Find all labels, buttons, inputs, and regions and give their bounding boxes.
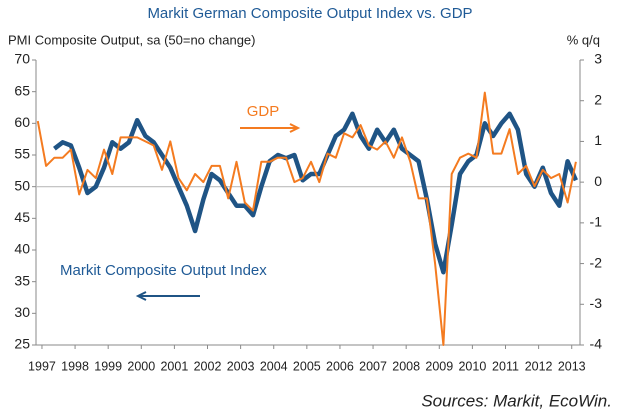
- x-tick-label: 2010: [458, 359, 486, 373]
- x-tick-label: 2011: [492, 359, 519, 373]
- y-tick-label: 30: [14, 304, 30, 320]
- y-tick-label: 45: [14, 209, 30, 225]
- x-tick-label: 2000: [127, 359, 155, 373]
- x-tick-label: 2009: [425, 359, 453, 373]
- y-tick-label: 40: [14, 241, 30, 257]
- annotation-arrow: [240, 123, 301, 133]
- y2-tick-label: 3: [594, 51, 602, 67]
- x-tick-label: 2008: [392, 359, 420, 373]
- y-tick-label: 50: [14, 177, 30, 193]
- x-tick-label: 1999: [94, 359, 122, 373]
- y2-tick-label: 1: [594, 132, 602, 148]
- x-tick-label: 2007: [359, 359, 387, 373]
- x-tick-label: 2004: [260, 359, 288, 373]
- source: Sources: Markit, EcoWin.: [421, 391, 612, 410]
- y2-tick-label: -3: [590, 295, 603, 311]
- x-tick-label: 2013: [558, 359, 586, 373]
- chart-title: Markit German Composite Output Index vs.…: [147, 5, 472, 22]
- x-tick-label: 2006: [326, 359, 354, 373]
- annotation-arrow: [135, 291, 200, 301]
- y-tick-label: 55: [14, 146, 30, 162]
- x-tick-label: 2001: [160, 359, 188, 373]
- annotation: GDP: [247, 103, 280, 120]
- y-tick-label: 25: [14, 336, 30, 352]
- x-tick-label: 2003: [227, 359, 255, 373]
- y2-tick-label: -4: [590, 336, 603, 352]
- y-tick-label: 65: [14, 82, 30, 98]
- y-tick-label: 70: [14, 51, 30, 67]
- y2-axis-label: % q/q: [567, 32, 600, 47]
- y-tick-label: 35: [14, 272, 30, 288]
- y-axis-label: PMI Composite Output, sa (50=no change): [8, 32, 256, 47]
- x-tick-label: 2002: [194, 359, 222, 373]
- y2-tick-label: -2: [590, 254, 603, 270]
- x-tick-label: 1998: [61, 359, 89, 373]
- series-line: [36, 91, 577, 346]
- x-tick-label: 2012: [525, 359, 553, 373]
- y-tick-label: 60: [14, 114, 30, 130]
- annotation: Markit Composite Output Index: [60, 262, 267, 279]
- y2-tick-label: 0: [594, 173, 602, 189]
- y2-tick-label: 2: [594, 91, 602, 107]
- x-tick-label: 1997: [28, 359, 56, 373]
- y2-tick-label: -1: [590, 214, 603, 230]
- x-tick-label: 2005: [293, 359, 321, 373]
